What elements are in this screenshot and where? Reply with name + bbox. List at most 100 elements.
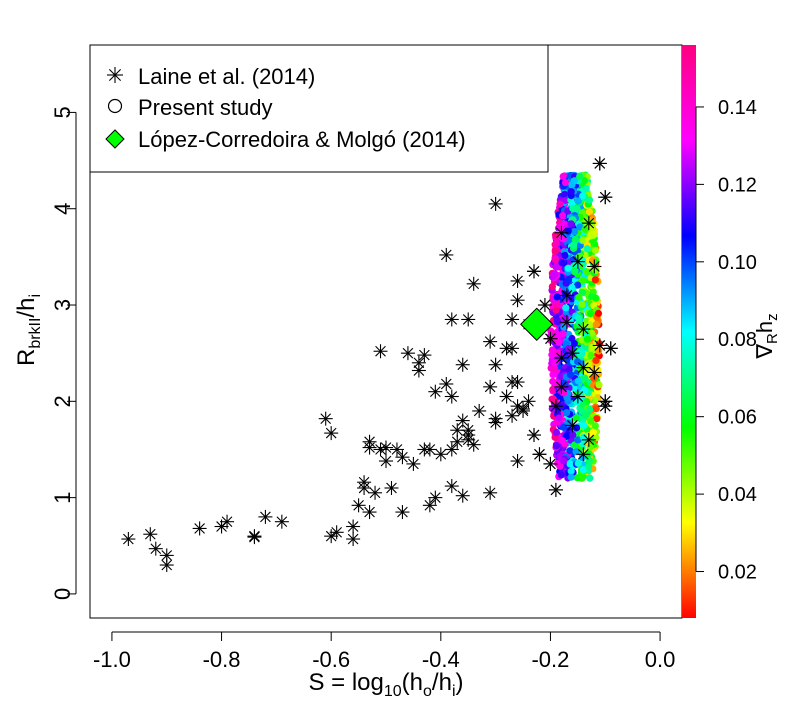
present-study-point: [560, 323, 568, 331]
laine-point: [444, 442, 459, 457]
laine-point: [274, 514, 289, 529]
laine-point: [417, 348, 432, 363]
colorbar-tick-label: 0.04: [718, 484, 757, 506]
present-study-point: [584, 360, 592, 368]
colorbar-tick-label: 0.12: [718, 174, 757, 196]
laine-point: [148, 541, 163, 556]
present-study-point: [595, 381, 603, 389]
laine-point: [143, 527, 158, 542]
present-study-point: [548, 351, 556, 359]
present-study-point: [566, 460, 574, 468]
legend: Laine et al. (2014) Present study López-…: [89, 44, 549, 173]
laine-point-overlay: [554, 379, 569, 394]
laine-point: [444, 389, 459, 404]
present-study-point: [573, 398, 581, 406]
laine-point: [488, 357, 503, 372]
present-study-point: [556, 200, 564, 208]
laine-point: [318, 411, 333, 426]
present-study-point: [585, 462, 593, 470]
present-study-point: [565, 236, 573, 244]
present-study-point: [547, 327, 555, 335]
laine-point-overlay: [598, 399, 613, 414]
laine-point: [395, 450, 410, 465]
y-label-sub1: brkII: [27, 318, 44, 349]
present-study-point: [561, 196, 570, 204]
laine-point: [488, 196, 503, 211]
laine-point: [428, 384, 443, 399]
present-study-point: [571, 267, 579, 275]
laine-point: [521, 394, 536, 409]
present-study-point: [567, 220, 575, 228]
present-study-point: [548, 282, 556, 291]
cb-label-sub2: z: [764, 313, 781, 321]
present-study-point: [581, 225, 589, 233]
present-study-point: [574, 197, 582, 205]
laine-point-overlay: [581, 216, 596, 231]
laine-point: [379, 454, 393, 469]
colorbar-tick-label: 0.08: [718, 329, 757, 351]
present-study-point: [585, 449, 593, 458]
laine-point: [450, 434, 465, 449]
colorbar-tick-label: 0.10: [718, 252, 757, 274]
laine-point: [472, 403, 487, 418]
legend-label-present: Present study: [138, 95, 273, 120]
laine-point: [373, 344, 388, 359]
x-tick-label: -1.0: [93, 647, 131, 672]
laine-point: [220, 514, 235, 529]
x-label-end: ): [456, 669, 464, 696]
laine-point-overlay: [587, 259, 602, 274]
present-study-point: [559, 234, 567, 243]
colorbar-tick-label: 0.06: [718, 407, 757, 429]
laine-point-overlay: [576, 447, 591, 462]
laine-point: [192, 521, 207, 536]
laine-point: [439, 247, 454, 262]
laine-point-overlay: [537, 298, 552, 313]
cb-label-main: ∇: [752, 344, 777, 360]
present-study-point: [558, 211, 567, 220]
present-study-point: [576, 173, 584, 181]
present-study-point: [587, 417, 595, 425]
present-study-point: [580, 177, 588, 185]
laine-point-overlay: [559, 315, 574, 330]
laine-point: [444, 312, 459, 327]
present-study-point: [589, 428, 597, 436]
present-study-point: [553, 318, 561, 326]
laine-point: [406, 456, 421, 471]
present-study-point: [576, 252, 584, 260]
x-label-sub1: 10: [384, 683, 402, 700]
laine-point: [357, 480, 372, 495]
laine-point: [258, 509, 273, 524]
present-study-point: [549, 395, 557, 403]
present-study-point: [566, 447, 574, 455]
present-study-point: [561, 190, 569, 198]
laine-point-overlay: [559, 288, 574, 303]
laine-point-overlay: [581, 432, 596, 447]
present-study-point: [586, 443, 594, 451]
legend-asterisk-icon: [107, 67, 123, 83]
present-study-point: [592, 294, 600, 302]
laine-point: [455, 357, 470, 372]
legend-box: [89, 44, 549, 173]
laine-point: [324, 426, 339, 441]
present-study-point: [565, 344, 573, 353]
present-study-point: [559, 330, 567, 338]
colorbar: [682, 45, 696, 618]
laine-point: [510, 454, 525, 469]
present-study-point: [588, 257, 597, 265]
laine-point: [389, 442, 404, 457]
present-study-point: [571, 177, 579, 185]
present-study-point: [563, 409, 571, 417]
present-study-point: [572, 424, 581, 432]
y-tick-label: 2: [50, 395, 75, 407]
y-label-sub2: i: [27, 294, 44, 298]
present-study-point: [552, 441, 561, 450]
x-tick-label: -0.2: [531, 647, 569, 672]
present-study-point: [579, 466, 587, 474]
legend-diamond-icon: [105, 129, 125, 149]
present-study-point: [583, 268, 591, 276]
present-study-point: [554, 349, 562, 357]
present-study-point: [592, 320, 600, 329]
laine-point: [510, 273, 525, 288]
present-study-point: [583, 369, 591, 377]
present-study-point: [551, 359, 559, 367]
